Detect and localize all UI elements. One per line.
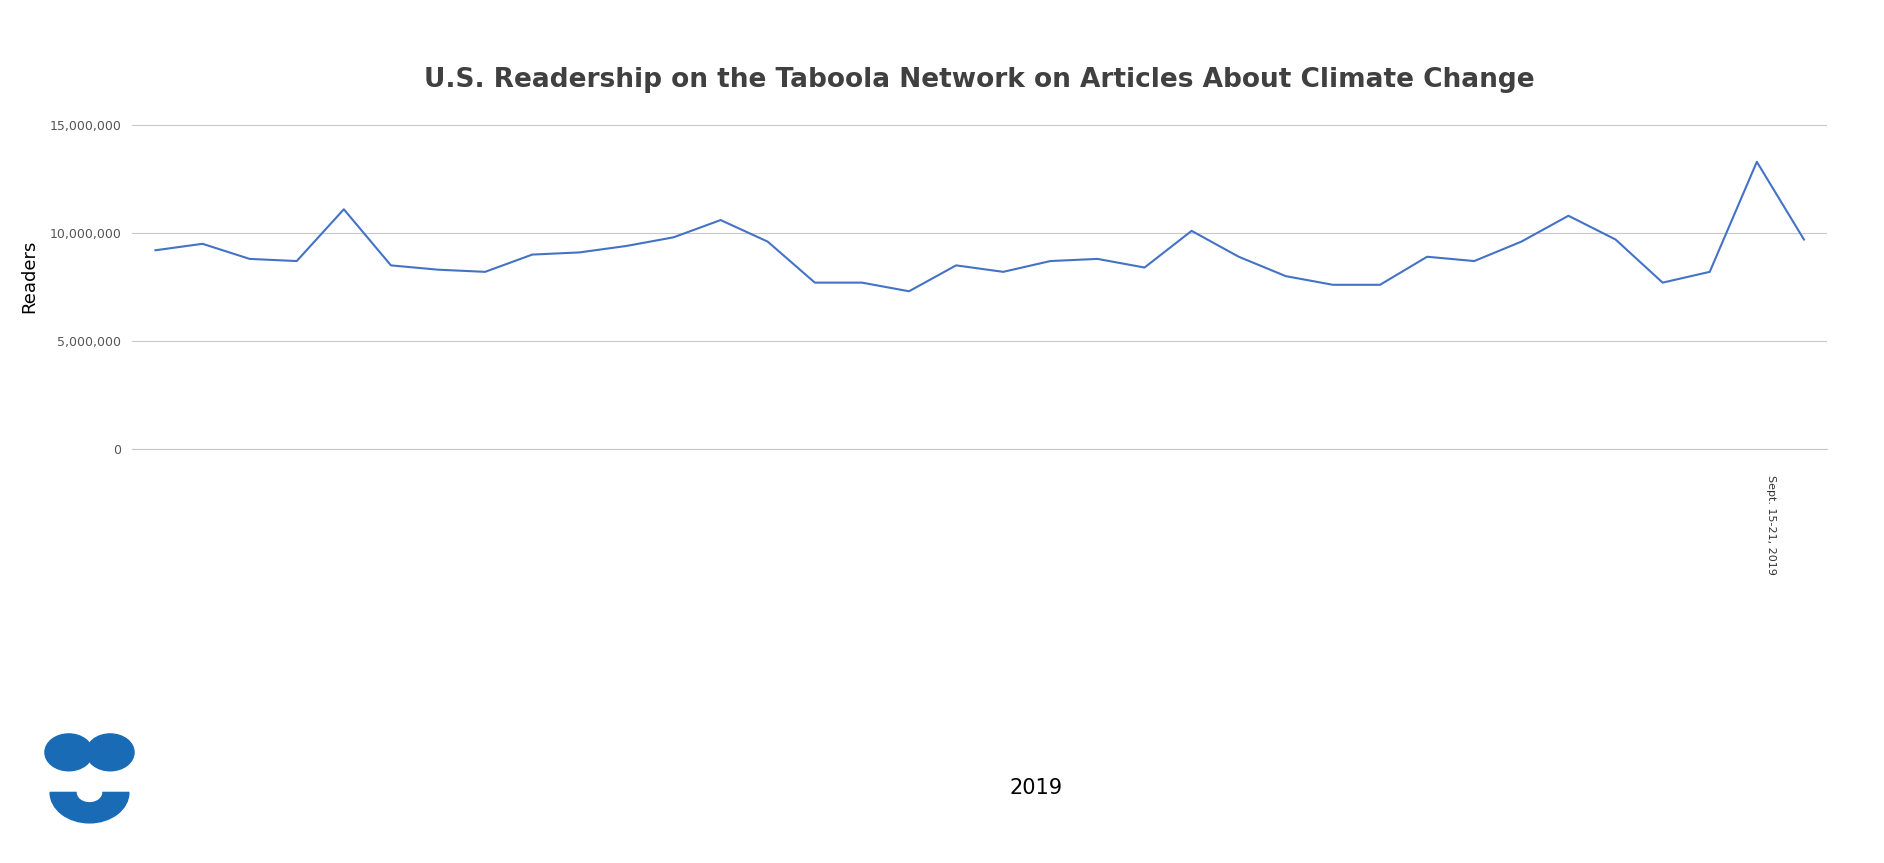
Text: 2019: 2019 [1010, 778, 1063, 798]
Y-axis label: Readers: Readers [21, 239, 38, 313]
Title: U.S. Readership on the Taboola Network on Articles About Climate Change: U.S. Readership on the Taboola Network o… [424, 67, 1535, 93]
Circle shape [87, 734, 134, 771]
Text: Sept. 15-21, 2019: Sept. 15-21, 2019 [1767, 475, 1777, 575]
Wedge shape [51, 792, 128, 823]
Circle shape [45, 734, 92, 771]
